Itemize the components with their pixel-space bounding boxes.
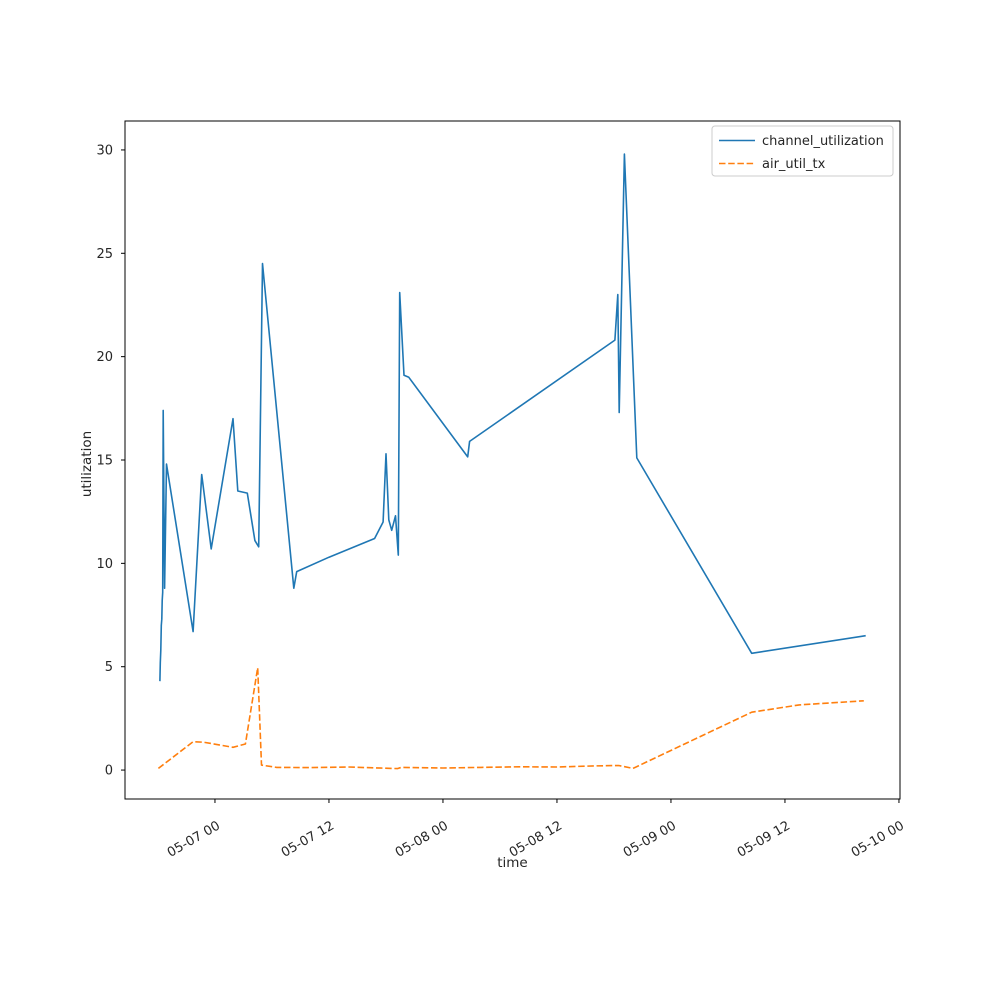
plot-frame <box>124 120 901 800</box>
y-tick-label: 15 <box>96 454 113 469</box>
legend-label-channel_utilization: channel_utilization <box>762 134 884 149</box>
x-tick-label: 05-10 00 <box>849 818 907 860</box>
y-tick-label: 20 <box>96 350 113 365</box>
y-tick-label: 30 <box>96 143 113 158</box>
x-tick-label: 05-09 12 <box>735 818 793 860</box>
x-tick-label: 05-07 12 <box>279 818 337 860</box>
legend-label-air_util_tx: air_util_tx <box>762 157 826 172</box>
x-tick-label: 05-08 00 <box>393 818 451 860</box>
x-tick-label: 05-07 00 <box>165 818 223 860</box>
y-axis-label: utilization <box>79 431 95 497</box>
legend-box <box>711 125 894 177</box>
y-tick-label: 0 <box>105 764 113 779</box>
series-line-channel_utilization <box>159 153 866 682</box>
x-axis-label: time <box>497 855 528 871</box>
y-tick-label: 10 <box>96 557 113 572</box>
series-line-air_util_tx <box>157 666 864 770</box>
y-tick-label: 5 <box>105 660 113 675</box>
x-tick-label: 05-09 00 <box>621 818 679 860</box>
y-tick-label: 25 <box>96 247 113 262</box>
